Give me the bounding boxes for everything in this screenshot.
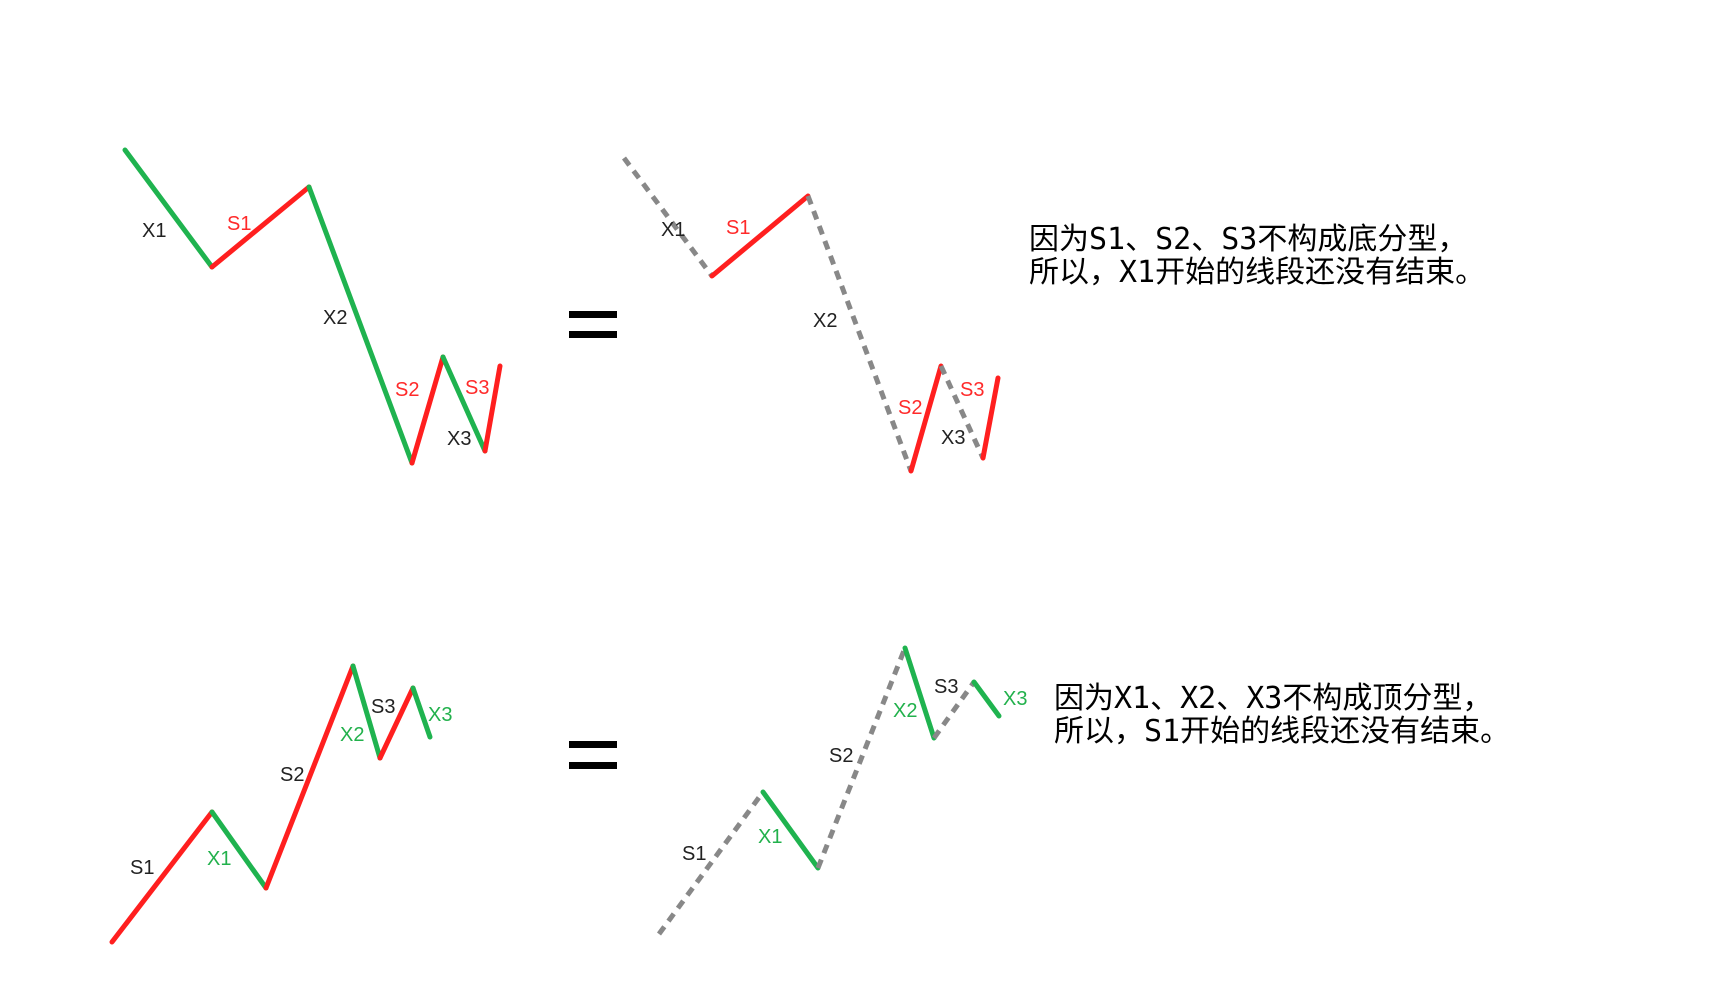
bottom-right-x3-stroke xyxy=(971,679,1002,719)
bottom-right-label-s3: S3 xyxy=(934,676,958,698)
top-left-label-s2: S2 xyxy=(395,379,419,401)
top-left-s1-stroke xyxy=(209,184,312,270)
top-left-label-s3: S3 xyxy=(465,377,489,399)
bottom-note-line-2: 所以，S1开始的线段还没有结束。 xyxy=(1054,714,1511,749)
bottom-left-label-x3: X3 xyxy=(428,704,452,726)
top-right-x3-dashed xyxy=(938,364,986,460)
top-right-label-x3: X3 xyxy=(941,427,965,449)
top-left-label-x1: X1 xyxy=(142,220,166,242)
top-right-label-x2: X2 xyxy=(813,310,837,332)
bottom-left-x1-stroke xyxy=(209,809,269,891)
bottom-right-s3-dashed xyxy=(931,680,977,740)
top-right-label-x1: X1 xyxy=(661,219,685,241)
bottom-left-chart: S1 X1 S2 X2 S3 X3 xyxy=(109,663,452,945)
bottom-right-x2-stroke xyxy=(902,645,937,741)
bottom-left-s3-stroke xyxy=(377,685,416,761)
top-right-x2-dashed xyxy=(805,195,914,472)
top-right-s2-stroke xyxy=(908,363,944,474)
bottom-left-label-s2: S2 xyxy=(280,764,304,786)
bottom-right-label-x3: X3 xyxy=(1003,688,1027,710)
bottom-left-label-s1: S1 xyxy=(130,857,154,879)
bottom-left-label-s3: S3 xyxy=(371,696,395,718)
bottom-note: 因为X1、X2、X3不构成顶分型， 所以，S1开始的线段还没有结束。 xyxy=(1054,682,1510,748)
bottom-note-line-1: 因为X1、X2、X3不构成顶分型， xyxy=(1054,681,1493,716)
top-left-label-x2: X2 xyxy=(323,307,347,329)
top-note: 因为S1、S2、S3不构成底分型， 所以，X1开始的线段还没有结束。 xyxy=(1029,223,1485,289)
bottom-right-label-x1: X1 xyxy=(758,826,782,848)
bottom-left-label-x1: X1 xyxy=(207,848,231,870)
top-right-s1-stroke xyxy=(709,193,811,279)
bottom-right-label-s1: S1 xyxy=(682,843,706,865)
top-right-s3-stroke xyxy=(980,375,1001,461)
top-right-x1-dashed xyxy=(621,156,715,278)
top-left-s2-stroke xyxy=(409,354,446,466)
bottom-left-label-x2: X2 xyxy=(340,724,364,746)
bottom-left-s1-stroke xyxy=(109,809,215,945)
top-left-chart: X1 S1 X2 S2 S3 X3 xyxy=(122,147,503,466)
bottom-right-label-x2: X2 xyxy=(893,700,917,722)
bottom-left-s2-stroke xyxy=(263,663,356,891)
top-left-x3-stroke xyxy=(440,354,488,454)
top-equals-bar-upper xyxy=(569,311,617,318)
top-right-label-s1: S1 xyxy=(726,217,750,239)
top-left-x1-stroke xyxy=(122,147,215,270)
bottom-left-x2-stroke xyxy=(350,663,383,761)
bottom-right-chart: S1 X1 S2 X2 S3 X3 xyxy=(656,645,1027,936)
top-right-chart: X1 S1 X2 S2 S3 X3 xyxy=(621,156,1001,474)
top-left-label-x3: X3 xyxy=(447,428,471,450)
top-note-line-2: 所以，X1开始的线段还没有结束。 xyxy=(1029,255,1486,290)
bottom-equals-bar-lower xyxy=(569,762,617,769)
top-equals-bar-lower xyxy=(569,331,617,338)
top-note-line-1: 因为S1、S2、S3不构成底分型， xyxy=(1029,222,1468,257)
top-left-x2-stroke xyxy=(306,184,415,466)
bottom-left-x3-stroke xyxy=(410,685,433,740)
bottom-equals-bar-upper xyxy=(569,741,617,748)
bottom-right-s2-dashed xyxy=(815,647,908,869)
bottom-right-s1-dashed xyxy=(656,790,766,936)
top-right-label-s3: S3 xyxy=(960,379,984,401)
top-left-s3-stroke xyxy=(482,363,503,454)
top-right-label-s2: S2 xyxy=(898,397,922,419)
bottom-right-x1-stroke xyxy=(760,789,821,871)
top-left-label-s1: S1 xyxy=(227,213,251,235)
bottom-right-label-s2: S2 xyxy=(829,745,853,767)
